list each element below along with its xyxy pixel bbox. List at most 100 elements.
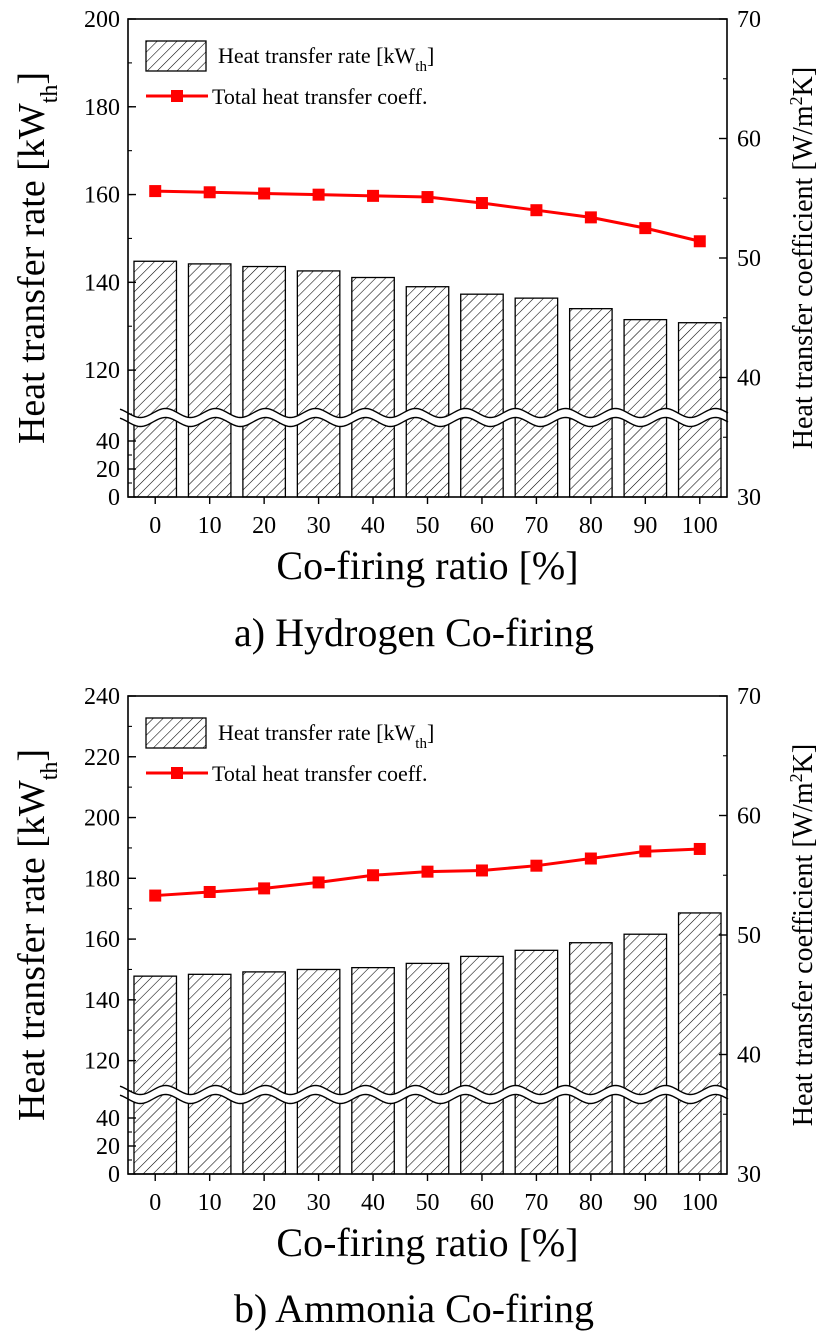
y-tick-label: 0 [108,1162,120,1188]
x-tick-label: 100 [682,513,718,539]
y-tick-label: 200 [84,806,120,832]
y2-axis-label: Heat transfer coefficient [W/m2K] [786,67,819,449]
legend-bar-swatch [145,717,207,749]
legend-marker-swatch [171,767,183,779]
y2-tick-label: 50 [737,246,761,272]
x-tick-label: 0 [149,1190,161,1216]
bar [133,260,178,498]
coeff-marker [639,222,652,235]
y-tick-label: 220 [84,745,120,771]
legend-bar-swatch [145,40,207,72]
y-tick-label: 140 [84,270,120,296]
legend-label-heat-rate: Heat transfer rate [kWth] [218,43,434,75]
legend-marker-swatch [171,90,183,102]
y2-tick-label: 50 [737,923,761,949]
y2-tick-label: 60 [737,804,761,830]
bar [568,942,613,1175]
x-axis-label: Co-firing ratio [%] [276,1220,578,1265]
y-tick-label: 120 [84,1049,120,1075]
axis-break-line [119,1093,729,1105]
bar [405,286,450,498]
x-tick-label: 100 [682,1190,718,1216]
coeff-marker [258,187,271,200]
bar [514,297,559,498]
bar [405,962,450,1175]
x-tick-label: 20 [252,1190,276,1216]
x-tick-label: 20 [252,513,276,539]
x-tick-label: 50 [416,513,440,539]
y2-tick-label: 30 [737,1162,761,1188]
y-tick-label: 160 [84,927,120,953]
coeff-marker [639,845,652,858]
legend-label-heat-rate: Heat transfer rate [kWth] [218,720,434,752]
y-tick-label: 0 [108,485,120,511]
bar [460,955,504,1175]
legend-label-coeff: Total heat transfer coeff. [212,761,428,786]
x-tick-label: 60 [470,513,494,539]
y-tick-label: 200 [84,7,120,33]
y-tick-label: 180 [84,866,120,892]
x-tick-label: 0 [149,513,161,539]
x-tick-label: 40 [361,1190,385,1216]
bar [677,912,722,1175]
coeff-marker [258,882,271,895]
y2-tick-label: 60 [737,127,761,153]
coeff-marker [530,859,543,872]
coeff-marker [149,185,162,198]
coeff-marker [421,865,434,878]
bar [351,276,395,498]
coeff-marker [530,204,543,217]
bar [623,318,668,498]
coeff-marker [421,191,434,204]
coeff-marker [312,876,325,889]
coeff-marker [149,889,162,902]
coeff-marker [367,869,380,882]
y2-tick-label: 70 [737,684,761,710]
y-axis-label: Heat transfer rate [kWth] [11,749,63,1121]
x-axis-label: Co-firing ratio [%] [276,543,578,588]
y-tick-label: 40 [96,1106,120,1132]
x-tick-label: 70 [524,513,548,539]
panel-caption: a) Hydrogen Co-firing [234,610,594,655]
y2-tick-label: 40 [737,366,761,392]
y-tick-label: 20 [96,1134,120,1160]
coeff-marker [584,211,597,224]
bar [296,270,341,498]
bar [351,966,395,1175]
y2-tick-label: 70 [737,7,761,33]
x-tick-label: 50 [416,1190,440,1216]
y-tick-label: 240 [84,684,120,710]
coeff-marker [584,852,597,865]
bar [623,933,668,1175]
y-tick-label: 140 [84,988,120,1014]
y2-tick-label: 30 [737,485,761,511]
y-tick-label: 120 [84,358,120,384]
y-tick-label: 40 [96,429,120,455]
coeff-marker [203,885,216,898]
coeff-marker [367,189,380,202]
y-tick-label: 180 [84,95,120,121]
x-tick-label: 90 [633,513,657,539]
x-tick-label: 30 [307,513,331,539]
bar [296,968,341,1175]
legend-label-coeff: Total heat transfer coeff. [212,84,428,109]
y-tick-label: 160 [84,183,120,209]
x-tick-label: 40 [361,513,385,539]
x-tick-label: 70 [524,1190,548,1216]
x-tick-label: 60 [470,1190,494,1216]
bar [568,308,613,498]
axis-break-line [119,407,729,419]
bar [460,293,504,498]
coeff-marker [203,186,216,199]
x-tick-label: 80 [579,513,603,539]
axis-break-line [119,416,729,428]
panel-caption: b) Ammonia Co-firing [234,1286,594,1331]
coeff-marker [693,842,706,855]
x-tick-label: 30 [307,1190,331,1216]
bar [242,971,287,1175]
x-tick-label: 90 [633,1190,657,1216]
y2-axis-label: Heat transfer coefficient [W/m2K] [786,744,819,1126]
